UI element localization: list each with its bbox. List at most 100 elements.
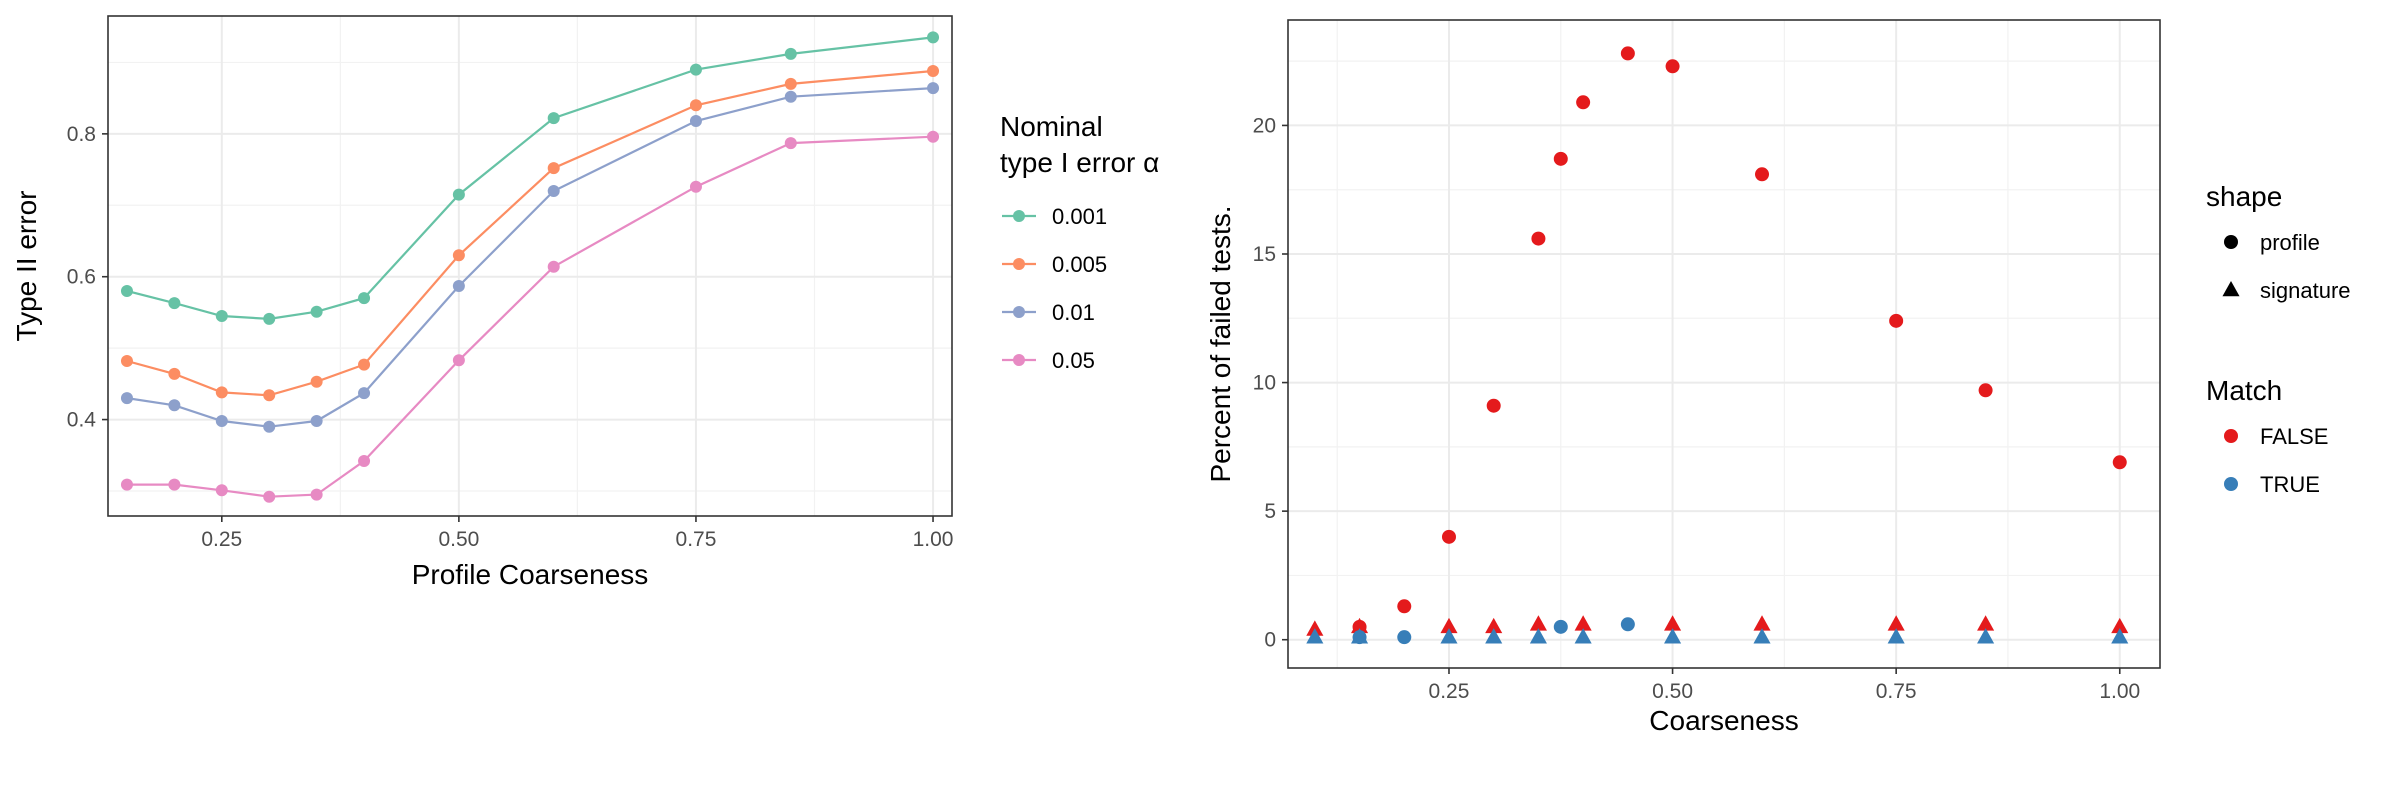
data-point xyxy=(2112,455,2127,470)
x-axis-label: Profile Coarseness xyxy=(412,559,649,590)
data-point xyxy=(168,399,181,412)
legend-label: profile xyxy=(2260,230,2320,255)
shape-match-legend: shape profile signature Match FALSE TRUE xyxy=(2206,181,2351,497)
x-tick-label: 0.25 xyxy=(1429,680,1470,703)
data-point xyxy=(927,65,940,77)
data-point xyxy=(310,375,323,388)
legend-key-point xyxy=(1013,306,1025,318)
data-point xyxy=(452,188,465,201)
data-point xyxy=(215,415,228,427)
data-point xyxy=(1306,628,1324,644)
data-point xyxy=(1889,313,1904,328)
y-tick-label: 5 xyxy=(1264,500,1276,523)
y-axis-label: Type II error xyxy=(11,191,42,342)
legend-title: Match xyxy=(2206,375,2282,406)
data-point xyxy=(1664,628,1682,644)
data-point xyxy=(1576,95,1591,110)
data-point xyxy=(358,455,371,467)
data-point xyxy=(120,478,133,491)
data-point xyxy=(689,180,702,193)
data-point xyxy=(784,90,797,103)
series-line-0.005 xyxy=(126,69,934,397)
y-tick-label: 0.8 xyxy=(67,123,96,146)
data-point xyxy=(215,484,228,497)
legend-key-circle xyxy=(2224,477,2238,491)
data-point xyxy=(1574,615,1592,631)
y-tick-label: 0.6 xyxy=(67,266,96,289)
x-tick-label: 0.75 xyxy=(1876,680,1917,703)
data-point xyxy=(1977,628,1995,644)
data-point xyxy=(927,82,940,95)
legend-label: 0.001 xyxy=(1052,204,1107,229)
data-point xyxy=(168,478,181,491)
y-tick-label: 10 xyxy=(1253,372,1276,395)
plot-border xyxy=(1287,19,2161,669)
legend-key-point xyxy=(1013,354,1025,366)
legend-title: shape xyxy=(2206,181,2282,212)
data-point xyxy=(452,280,465,292)
legend-title: Nominal xyxy=(1000,111,1103,142)
data-point xyxy=(1306,620,1324,636)
data-point xyxy=(263,389,276,402)
data-point xyxy=(2111,617,2129,634)
legend-label: 0.005 xyxy=(1052,252,1107,277)
x-tick-label: 0.75 xyxy=(676,528,717,551)
data-point xyxy=(689,115,702,127)
data-point xyxy=(1977,615,1995,631)
data-point xyxy=(168,297,181,310)
data-point xyxy=(263,420,276,433)
x-tick-label: 0.25 xyxy=(201,528,242,551)
data-point xyxy=(452,354,465,367)
data-point xyxy=(358,358,371,371)
legend-key-circle xyxy=(2224,235,2238,249)
data-point xyxy=(1887,628,1905,644)
data-point xyxy=(1350,617,1369,634)
data-point xyxy=(358,387,371,400)
legend-label: 0.05 xyxy=(1052,348,1095,373)
y-tick-label: 0 xyxy=(1264,629,1276,652)
data-point xyxy=(215,310,228,322)
y-tick-label: 0.4 xyxy=(67,409,97,432)
data-point xyxy=(1486,398,1501,413)
data-point xyxy=(263,312,276,325)
data-point xyxy=(1485,628,1503,644)
data-point xyxy=(1620,46,1635,61)
data-point xyxy=(1665,59,1680,74)
data-point xyxy=(1440,628,1458,644)
data-point xyxy=(547,260,560,273)
legend-label: signature xyxy=(2260,278,2351,303)
data-point xyxy=(1485,617,1503,634)
data-point xyxy=(1553,151,1568,166)
data-point xyxy=(1620,617,1635,632)
data-point xyxy=(1978,383,1993,398)
legend-key-triangle xyxy=(2222,281,2240,297)
data-point xyxy=(263,490,276,503)
x-tick-label: 1.00 xyxy=(913,528,954,551)
data-point xyxy=(1531,231,1546,246)
data-point xyxy=(452,249,465,262)
y-tick-label: 15 xyxy=(1253,243,1276,266)
data-point xyxy=(547,185,560,197)
data-point xyxy=(784,137,797,150)
data-point xyxy=(310,305,323,318)
data-point xyxy=(547,112,560,125)
legend-label: 0.01 xyxy=(1052,300,1095,325)
data-point xyxy=(215,386,228,399)
data-point xyxy=(1753,615,1771,631)
data-point xyxy=(1397,599,1412,614)
data-point xyxy=(1887,615,1905,631)
legend-label: FALSE xyxy=(2260,424,2328,449)
data-point xyxy=(547,162,560,175)
y-axis-label: Percent of failed tests. xyxy=(1205,205,1236,482)
failed-tests-chart: 0.25 0.50 0.75 1.00 0 5 10 15 20 Coarseness Percen… xyxy=(1205,19,2161,736)
data-point xyxy=(1529,628,1547,644)
data-point xyxy=(1529,615,1547,631)
legend-title: type I error α xyxy=(1000,147,1159,178)
data-point xyxy=(1441,529,1456,544)
data-point xyxy=(1755,167,1770,182)
legend-key-point xyxy=(1013,258,1025,270)
data-point xyxy=(1553,619,1568,634)
data-point xyxy=(310,415,323,427)
series-line-0.01 xyxy=(126,87,934,428)
